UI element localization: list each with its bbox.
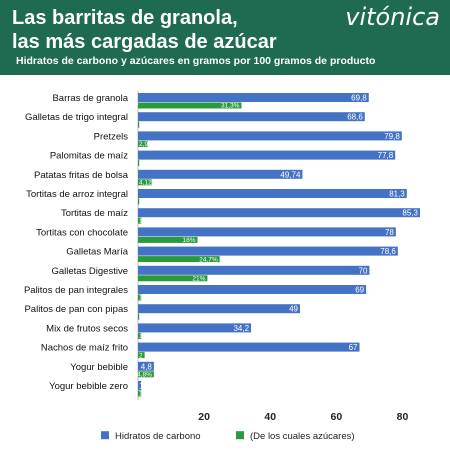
sugars-value-label: 4,12 <box>139 180 152 187</box>
category-label: Galletas de trigo integral <box>25 112 128 123</box>
category-label: Tortitas de arroz integral <box>26 189 128 200</box>
chart-title: Las barritas de granola, las más cargada… <box>12 6 332 54</box>
carbs-bar <box>138 227 396 237</box>
carbs-value-label: 4,8 <box>141 362 153 371</box>
legend-label-sugars: (De los cuales azúcares) <box>250 431 355 442</box>
carbs-bar <box>138 361 154 371</box>
header-banner: Las barritas de granola, las más cargada… <box>0 0 450 75</box>
carbs-value-label: 69,8 <box>351 94 367 103</box>
sugars-value-label: 1 <box>139 295 143 302</box>
carbs-bar <box>138 304 300 314</box>
sugars-bar <box>138 121 140 128</box>
carbs-bar <box>138 169 303 179</box>
carbs-bar <box>138 150 396 160</box>
category-label: Palitos de pan con pipas <box>24 304 128 315</box>
category-label: Barras de granola <box>52 93 128 104</box>
sugars-value-label: 1 <box>139 333 143 340</box>
carbs-value-label: 70 <box>359 266 368 275</box>
carbs-value-label: 34,2 <box>233 324 249 333</box>
category-label: Galletas Digestive <box>51 266 128 277</box>
carbs-value-label: 78 <box>385 228 394 237</box>
carbs-bar <box>138 112 365 122</box>
sugars-value-label: 4,8% <box>137 372 152 379</box>
carbs-bar <box>138 323 252 333</box>
carbs-value-label: 78,6 <box>380 247 396 256</box>
title-line-1: Las barritas de granola, <box>12 7 238 29</box>
carbs-value-label: 67 <box>349 343 358 352</box>
carbs-bar <box>138 342 360 352</box>
sugars-bar <box>138 102 242 109</box>
sugars-bar <box>138 140 148 147</box>
sugars-bar <box>138 371 154 378</box>
category-label: Palitos de pan integrales <box>24 285 128 296</box>
category-label: Tortitas de maíz <box>61 208 128 219</box>
sugars-bar <box>138 275 208 282</box>
category-label: Nachos de maíz frito <box>41 343 128 354</box>
sugars-bar <box>138 256 220 263</box>
category-label: Tortitas con chocolate <box>36 227 128 238</box>
sugars-value-label: 24,7% <box>199 256 218 263</box>
carbs-value-label: 85,3 <box>402 209 418 218</box>
carbs-value-label: 77,8 <box>378 151 394 160</box>
sugars-bar <box>138 352 145 359</box>
sugars-bar <box>138 313 140 320</box>
carbs-value-label: 49,74 <box>280 170 301 179</box>
category-label: Yogur bebible <box>70 362 128 373</box>
sugars-bar <box>138 332 142 339</box>
sugars-value-label: 1 <box>139 391 143 398</box>
sugars-bar <box>138 236 198 243</box>
sugars-bar <box>138 294 142 301</box>
x-tick-label: 80 <box>397 411 409 423</box>
legend-label-carbs: Hidratos de carbono <box>115 431 201 442</box>
category-label: Palomitas de maíz <box>50 151 128 162</box>
chart-subtitle: Hidratos de carbono y azúcares en gramos… <box>16 55 376 67</box>
legend-swatch-carbs <box>101 431 109 440</box>
vitonica-logo: vitónica <box>345 3 440 31</box>
carbs-bar <box>138 93 369 102</box>
carbs-bar <box>138 381 142 390</box>
x-tick-label: 60 <box>331 411 343 423</box>
category-label: Galletas María <box>66 247 128 258</box>
carbs-bar <box>138 265 370 275</box>
sugars-bar <box>138 198 140 205</box>
carbs-value-label: 68,6 <box>347 113 363 122</box>
sugars-value-label: 2 <box>139 352 143 359</box>
category-label: Yogur bebible zero <box>49 381 128 392</box>
carbs-value-label: 1 <box>139 382 144 391</box>
x-tick-label: 20 <box>198 411 210 423</box>
sugars-bar <box>138 160 140 167</box>
x-tick-label: 40 <box>264 411 276 423</box>
carbs-bar <box>138 285 367 294</box>
sugars-value-label: 1 <box>139 218 143 225</box>
carbs-bar <box>138 246 398 256</box>
carbs-bar <box>138 189 407 198</box>
legend-swatch-sugars <box>236 431 244 440</box>
carbs-bar <box>138 208 420 218</box>
sugars-value-label: 18% <box>182 237 195 244</box>
category-label: Mix de frutos secos <box>46 323 128 334</box>
category-label: Pretzels <box>94 131 129 142</box>
sugars-bar <box>138 179 152 186</box>
sugars-value-label: 2,9 <box>139 141 148 148</box>
category-label: Patatas fritas de bolsa <box>34 170 129 181</box>
carbs-value-label: 81,3 <box>389 190 405 199</box>
carbs-bar <box>138 131 402 141</box>
carbs-value-label: 79,8 <box>384 132 400 141</box>
sugars-bar <box>138 390 142 397</box>
sugars-value-label: 31,3% <box>221 103 240 110</box>
bar-chart: Barras de granola 69,8 31,3% Galletas de tr… <box>24 91 420 442</box>
carbs-value-label: 69 <box>355 286 364 295</box>
title-line-2: las más cargadas de azúcar <box>12 31 277 53</box>
sugars-value-label: 21% <box>192 276 205 283</box>
sugars-bar <box>138 217 142 224</box>
carbs-value-label: 49 <box>289 305 298 314</box>
